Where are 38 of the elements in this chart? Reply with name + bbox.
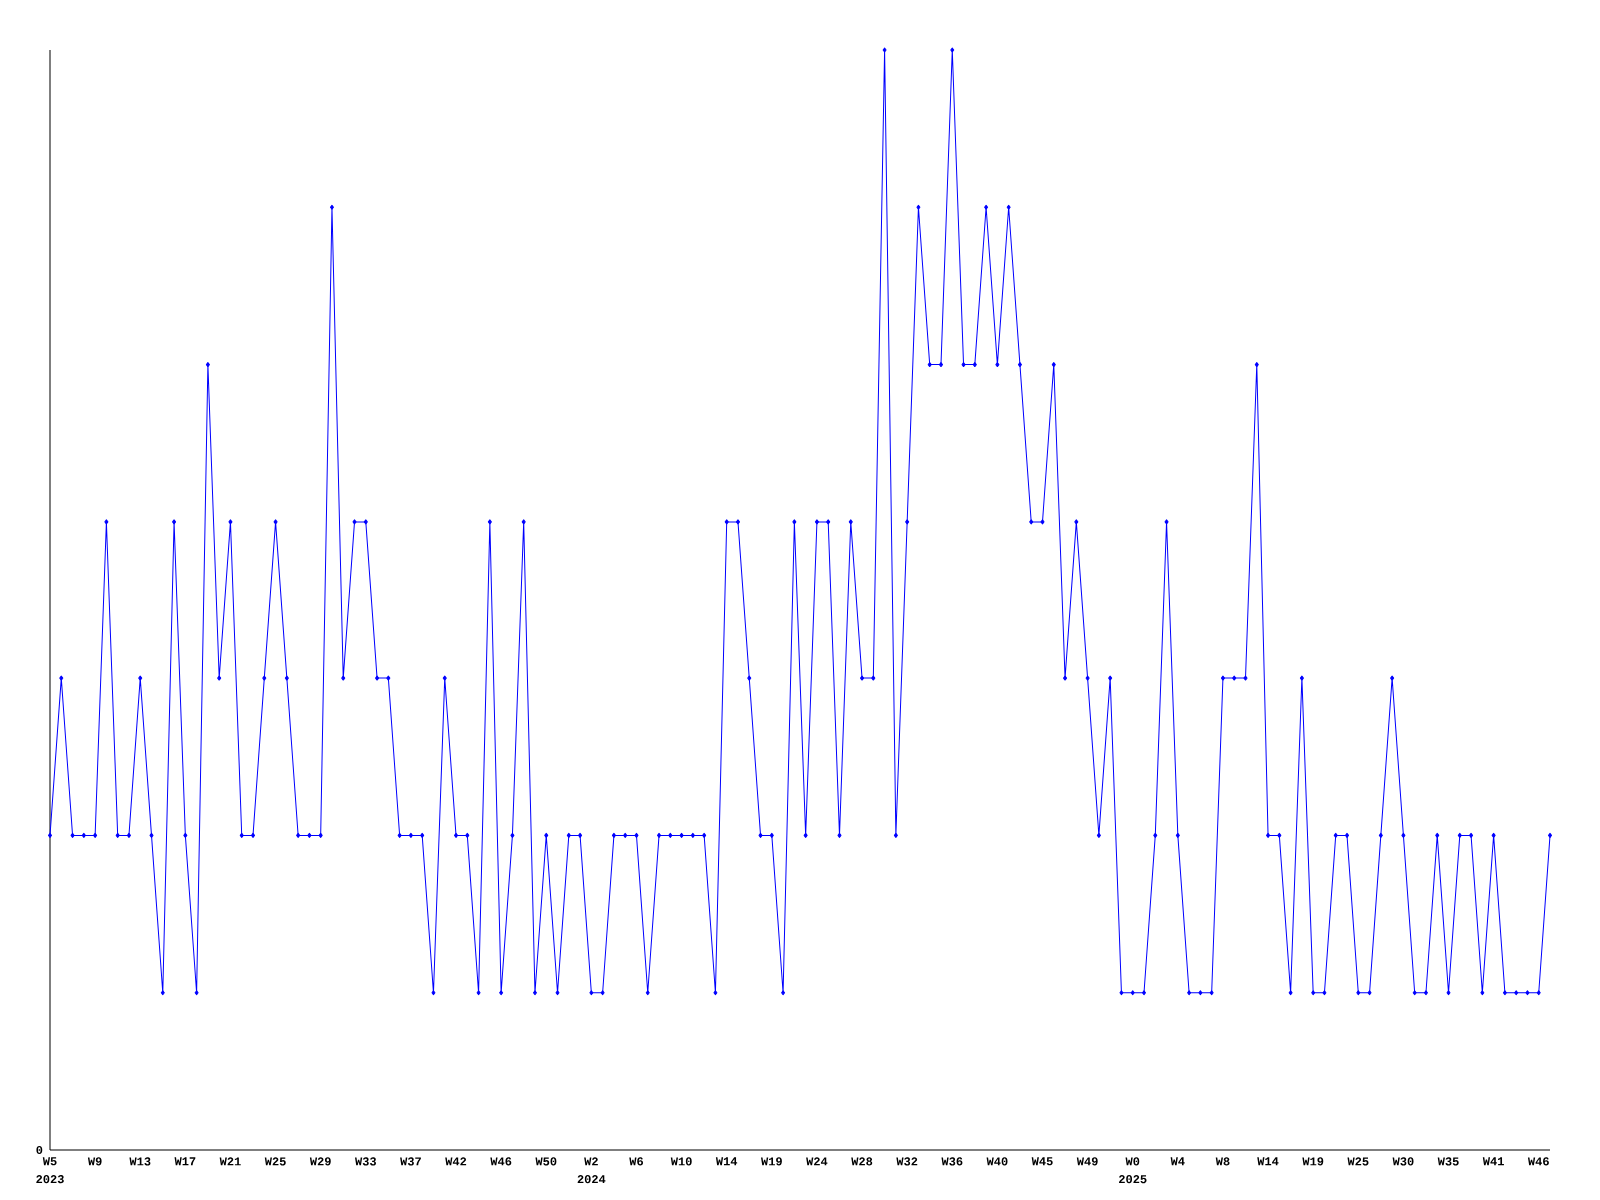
x-tick-label: W17 [174,1157,196,1166]
x-tick-label: W42 [445,1157,467,1166]
x-tick-label: W24 [806,1157,828,1166]
x-tick-label: W19 [1302,1157,1324,1166]
x-tick-label: W46 [1527,1157,1549,1166]
x-tick-label: W2 [584,1157,598,1166]
x-tick-label: W8 [1215,1157,1230,1166]
x-tick-label: W28 [851,1157,873,1166]
x-tick-label: W45 [1031,1157,1053,1166]
x-tick-label: W9 [87,1157,102,1166]
x-tick-label: W10 [670,1157,692,1166]
text: 2024 [577,1175,606,1184]
x-tick-label: W4 [1170,1157,1185,1166]
x-tick-label: W35 [1437,1157,1459,1166]
x-tick-label: W6 [629,1157,644,1166]
x-tick-label: W14 [1257,1157,1279,1166]
x-tick-label: W50 [535,1157,557,1166]
x-tick-label: W32 [896,1157,918,1166]
text: 2025 [1119,1175,1147,1184]
x-tick-label: W37 [400,1157,421,1166]
x-tick-label: W30 [1392,1157,1414,1166]
x-tick-label: W21 [219,1157,241,1166]
text: 2023 [36,1175,64,1184]
x-tick-label: W46 [490,1157,512,1166]
x-tick-label: W40 [986,1157,1008,1166]
x-tick-label: W25 [1347,1157,1369,1166]
x-tick-label: W33 [354,1157,376,1166]
x-tick-label: W13 [129,1157,151,1166]
text: 0 [36,1145,43,1155]
x-tick-label: W41 [1482,1157,1504,1166]
x-tick-label: W25 [264,1157,286,1166]
x-tick-label: W36 [941,1157,963,1166]
x-tick-label: W5 [42,1157,57,1166]
x-tick-label: W19 [761,1157,782,1166]
x-tick-label: W0 [1125,1157,1140,1166]
x-tick-label: W29 [309,1157,331,1166]
x-tick-label: W49 [1076,1157,1098,1166]
x-tick-label: W14 [715,1157,738,1166]
